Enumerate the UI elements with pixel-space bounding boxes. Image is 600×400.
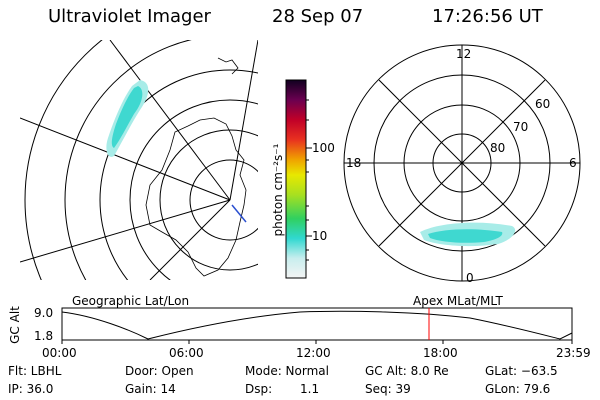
mlat-label-80: 80: [490, 141, 506, 155]
timeline-ytick-high: 9.0: [34, 306, 54, 320]
colorbar-tick-100: 100: [312, 141, 335, 155]
mlt-label-6: 6: [569, 156, 577, 170]
time-label: 17:26:56 UT: [432, 6, 543, 27]
timeline-left-title: Geographic Lat/Lon: [72, 294, 190, 308]
status-dsp: Dsp:: [245, 382, 273, 396]
meridian-line: [20, 117, 231, 201]
meridian-line: [109, 40, 231, 201]
meridian-line: [20, 199, 231, 263]
timeline-right-title: Apex MLat/MLT: [413, 294, 503, 308]
mlt-line-diag: [378, 79, 546, 247]
coastline-fragment: [217, 57, 239, 75]
lat-circle: [129, 99, 258, 280]
lat-circle: [189, 159, 258, 241]
altitude-curve: [61, 310, 573, 340]
mlt-label-0: 0: [466, 271, 474, 285]
satellite-track: [231, 204, 247, 223]
timeline-xtick-2359: 23:59: [556, 346, 591, 360]
timeline-xtick-0600: 06:00: [169, 346, 204, 360]
aurora-emission-polar: [420, 222, 516, 247]
date-label: 28 Sep 07: [272, 6, 364, 27]
status-mode: Mode: Normal: [245, 364, 329, 378]
lat-circle: [159, 129, 258, 271]
meridian-line: [229, 40, 258, 201]
lat-circle: [64, 40, 192, 280]
timeline-xtick-0000: 00:00: [42, 346, 77, 360]
mlt-label-12: 12: [456, 47, 472, 61]
status-glat: GLat: −63.5: [485, 364, 558, 378]
meridian-line: [149, 199, 231, 280]
lat-circle: [24, 40, 103, 280]
status-gain: Gain: 14: [125, 382, 176, 396]
timeline-ytick-low: 1.8: [34, 329, 54, 343]
status-gcalt: GC Alt: 8.0 Re: [365, 364, 449, 378]
mlat-label-70: 70: [513, 120, 529, 134]
colorbar-gradient: [285, 79, 307, 279]
instrument-title: Ultraviolet Imager: [48, 6, 211, 27]
lat-circle: [99, 69, 258, 280]
antarctica-coastline: [145, 117, 247, 277]
status-flt: Flt: LBHL: [8, 364, 62, 378]
timeline-frame: [61, 307, 573, 341]
timeline-xtick-1200: 12:00: [296, 346, 331, 360]
aurora-emission-map: [106, 80, 149, 157]
status-ip: IP: 36.0: [8, 382, 54, 396]
colorbar-tick-10: 10: [312, 229, 328, 243]
status-glon: GLon: 79.6: [485, 382, 551, 396]
status-dsp-value: 1.1: [300, 382, 320, 396]
timeline-xtick-1800: 18:00: [423, 346, 458, 360]
status-seq: Seq: 39: [365, 382, 411, 396]
mlat-label-60: 60: [535, 97, 551, 111]
status-door: Door: Open: [125, 364, 194, 378]
mlt-label-18: 18: [346, 156, 362, 170]
